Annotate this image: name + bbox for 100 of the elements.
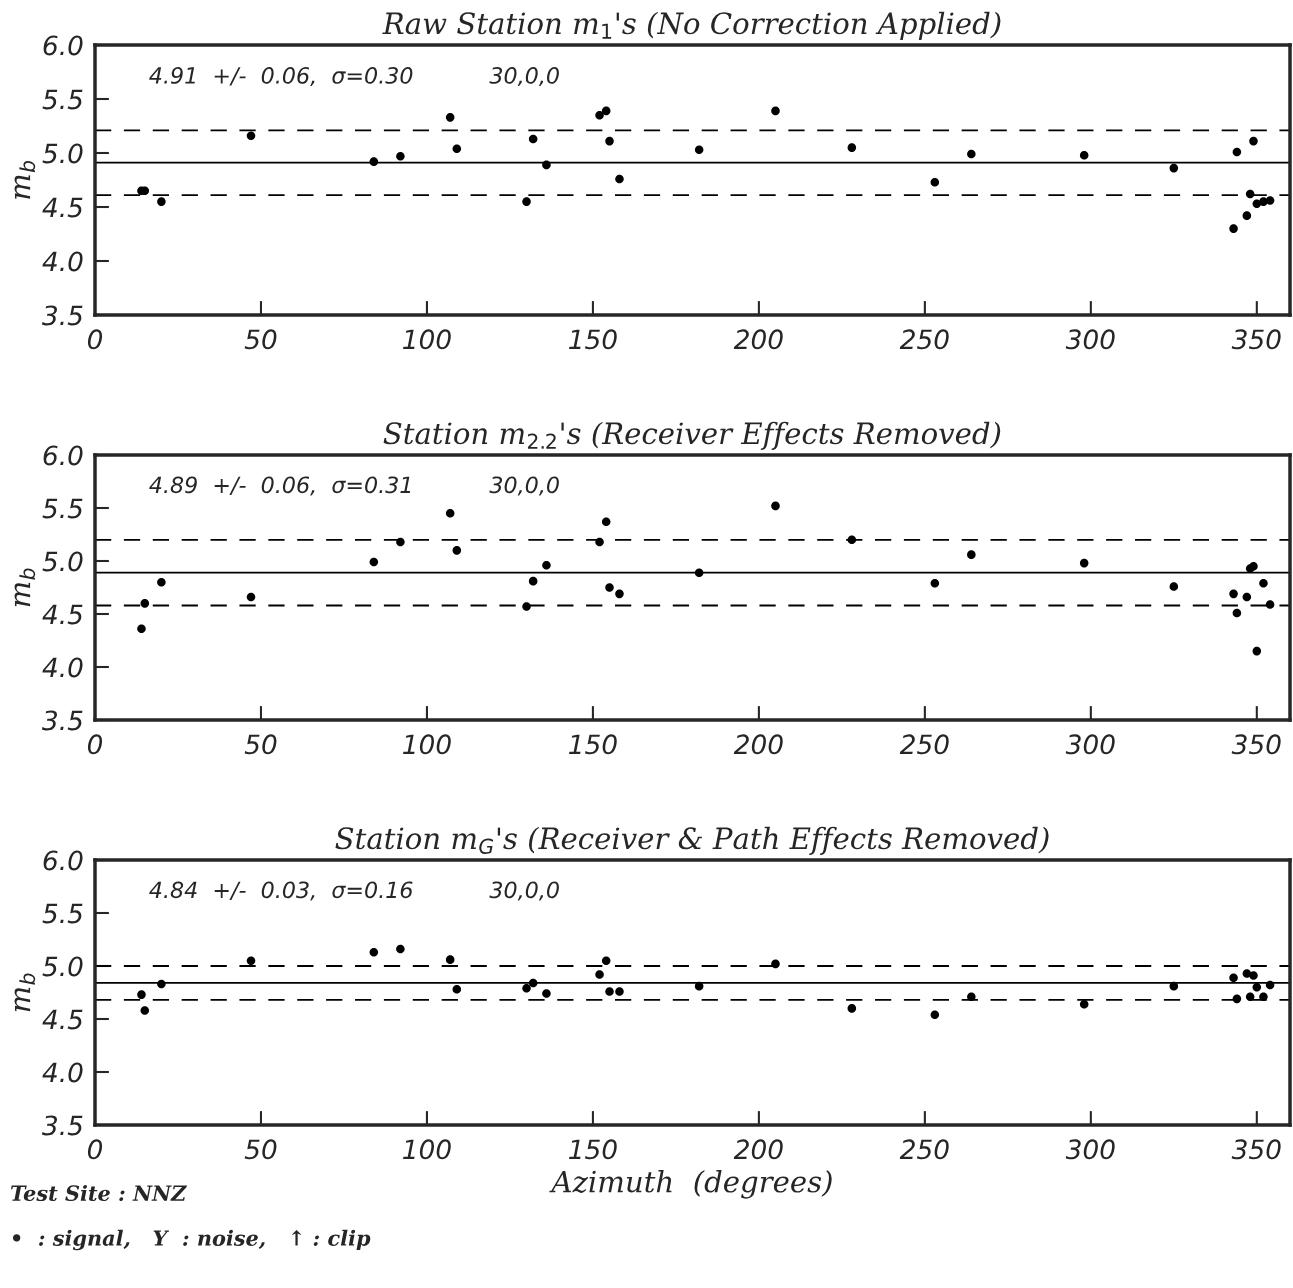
point [615,174,624,184]
y-tick-label: 5.0 [42,956,83,977]
point [1079,558,1089,568]
point [601,106,611,116]
x-tick-label: 350 [1231,329,1281,350]
point [595,970,604,979]
point [396,537,405,547]
x-tick-label: 300 [1065,329,1115,350]
annotation: 30,0,0 [489,881,559,901]
x-tick-label: 50 [244,329,277,350]
point [615,987,624,996]
y-tick-label: 4.0 [42,1062,83,1083]
annotation: 30,0,0 [489,476,559,496]
point [452,546,462,555]
x-tick-label: 100 [403,1139,451,1160]
point [601,517,611,527]
point [1232,147,1242,157]
point [595,110,604,120]
x-tick-label: 0 [87,329,103,350]
y-tick-label: 6.0 [43,850,83,871]
x-tick-label: 50 [244,1139,277,1160]
point [930,578,940,588]
y-tick-label: 4.5 [42,197,83,218]
y-tick-label: 5.0 [42,551,83,572]
y-tick-label: 3.5 [41,1115,83,1136]
x-tick-label: 0 [87,1139,103,1160]
point [847,143,857,152]
point [1229,973,1238,982]
x-tick-label: 350 [1231,1139,1281,1160]
point [140,1006,150,1015]
point [369,947,379,957]
point [930,1010,940,1020]
x-tick-label: 350 [1231,734,1281,755]
point [157,979,166,989]
text: Test Site : NNZ [10,1184,187,1202]
point [605,583,614,592]
point [1259,578,1268,588]
point [445,113,455,122]
point [137,624,146,634]
point [1249,562,1258,571]
point [522,197,531,206]
x-axis-title: Azimuth (degrees) [549,1169,832,1199]
y-tick-label: 5.5 [42,498,83,519]
point [595,537,604,547]
point [140,599,150,608]
point [967,149,976,159]
x-tick-label: 150 [569,734,617,755]
point [1252,982,1262,992]
x-tick-label: 0 [87,734,103,755]
point [930,177,940,187]
x-tick-label: 300 [1065,734,1115,755]
x-tick-label: 200 [733,734,783,755]
point [1259,992,1268,1002]
point [1169,163,1179,173]
point [601,956,611,965]
chart-title: Raw Station m$_{1}$'s (No Correction Applied) [382,11,1001,40]
point [542,560,551,570]
x-tick-label: 150 [569,1139,617,1160]
point [1265,980,1275,990]
point [157,577,166,587]
y-tick-label: 6.0 [43,445,83,466]
point [615,589,624,599]
y-tick-label: 5.5 [42,89,83,110]
x-tick-label: 100 [403,329,451,350]
y-tick-label: 4.5 [42,1009,83,1030]
x-tick-label: 200 [733,329,783,350]
point [967,550,976,559]
y-axis-title: m$_{b}$ [14,568,36,607]
point [847,535,857,545]
y-axis-title: m$_{b}$ [14,160,36,199]
point [452,985,462,994]
point [542,989,551,998]
x-tick-label: 200 [733,1139,783,1160]
point [967,992,976,1002]
point [396,944,405,954]
point [369,157,379,166]
point [694,568,704,577]
point [605,987,614,996]
point [694,145,704,155]
point [157,197,166,206]
point [1229,589,1238,599]
point [694,981,704,991]
annotation: 4.91 +/- 0.06, σ=0.30 [149,67,413,87]
point [1265,196,1275,205]
annotation: 4.89 +/- 0.06, σ=0.31 [149,476,411,496]
chart-title: Station m$_{G}$'s (Receiver & Path Effects Removed) [335,826,1049,855]
y-tick-label: 6.0 [43,35,83,56]
point [246,131,256,140]
point [1245,992,1255,1002]
point [1242,592,1252,602]
point [1232,994,1242,1004]
point [1249,971,1258,980]
x-tick-label: 150 [569,329,617,350]
point [771,959,780,969]
chart-title: Station m$_{2.2}$'s (Receiver Effects Removed) [383,421,1001,450]
y-tick-label: 4.0 [42,657,83,678]
y-tick-label: 3.5 [41,710,83,731]
point [1079,999,1089,1009]
point [137,990,146,999]
y-tick-label: 5.5 [42,903,83,924]
